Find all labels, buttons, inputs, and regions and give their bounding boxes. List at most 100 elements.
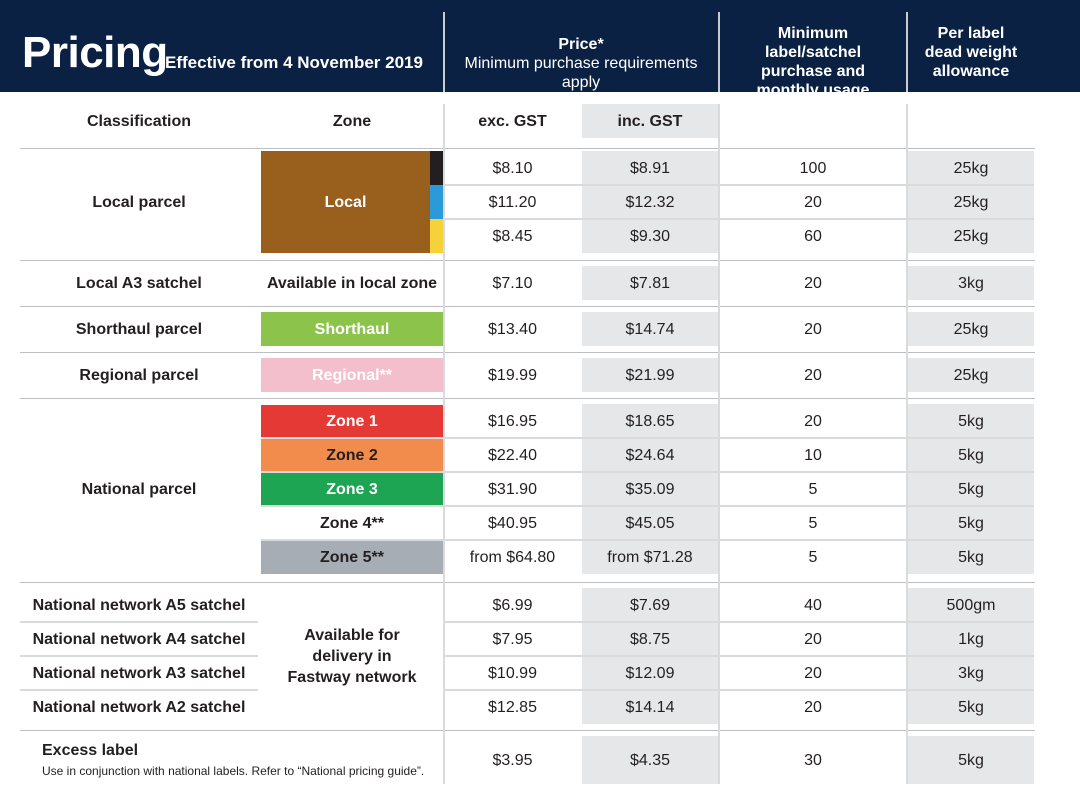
network-a4-classification: National network A4 satchel: [20, 622, 258, 656]
network-a2-min: 20: [720, 690, 906, 724]
col-inc-gst: inc. GST: [582, 104, 718, 138]
local-a3-exc: $7.10: [445, 266, 580, 300]
network-a3-min: 20: [720, 656, 906, 690]
zone-2: Zone 2: [261, 439, 443, 471]
network-a2-exc: $12.85: [445, 690, 580, 724]
local-a3-weight: 3kg: [908, 266, 1034, 300]
regional-weight: 25kg: [908, 358, 1034, 392]
row-divider: [261, 471, 1034, 473]
shorthaul-weight: 25kg: [908, 312, 1034, 346]
shorthaul-min: 20: [720, 312, 906, 346]
row-divider: [445, 218, 1034, 220]
network-a4-weight: 1kg: [908, 622, 1034, 656]
row-divider: [261, 539, 1034, 541]
header-band: [0, 0, 1080, 92]
local-a3-inc: $7.81: [582, 266, 718, 300]
excess-inc: $4.35: [582, 736, 718, 784]
zone2-inc: $24.64: [582, 438, 718, 472]
effective-date: Effective from 4 November 2019: [165, 53, 423, 72]
local-color-strip-black: [430, 151, 443, 185]
zone2-exc: $22.40: [445, 438, 580, 472]
zone3-min: 5: [720, 472, 906, 506]
local-row2-min: 20: [720, 185, 906, 219]
network-a5-weight: 500gm: [908, 588, 1034, 622]
min-usage-header: Minimum label/satchel purchase and month…: [756, 25, 870, 99]
local-a3-min: 20: [720, 266, 906, 300]
price-title: Price*: [558, 36, 604, 53]
excess-min: 30: [720, 736, 906, 784]
zone5-inc: from $71.28: [582, 540, 718, 574]
network-a5-inc: $7.69: [582, 588, 718, 622]
local-row2-weight: 25kg: [908, 185, 1034, 219]
network-a3-exc: $10.99: [445, 656, 580, 690]
local-row1-min: 100: [720, 151, 906, 185]
local-row1-inc: $8.91: [582, 151, 718, 185]
network-a2-weight: 5kg: [908, 690, 1034, 724]
section-separator: [20, 352, 1035, 353]
zone3-exc: $31.90: [445, 472, 580, 506]
local-row1-weight: 25kg: [908, 151, 1034, 185]
zone-5: Zone 5**: [261, 541, 443, 574]
local-row2-inc: $12.32: [582, 185, 718, 219]
local-row3-inc: $9.30: [582, 219, 718, 253]
excess-label-note: Use in conjunction with national labels.…: [42, 764, 425, 778]
column-divider: [443, 104, 445, 784]
local-row1-exc: $8.10: [445, 151, 580, 185]
network-a2-classification: National network A2 satchel: [20, 690, 258, 724]
zone5-weight: 5kg: [908, 540, 1034, 574]
zone-3: Zone 3: [261, 473, 443, 505]
excess-label-title: Excess label: [42, 742, 139, 759]
row-divider: [445, 689, 1034, 691]
zone-shorthaul: Shorthaul: [261, 312, 443, 346]
zone4-inc: $45.05: [582, 506, 718, 540]
local-color-strip-blue: [430, 185, 443, 219]
network-zone: Available for delivery in Fastway networ…: [261, 588, 443, 724]
column-divider: [718, 104, 720, 784]
row-divider: [20, 689, 258, 691]
col-zone: Zone: [261, 104, 443, 138]
network-a3-weight: 3kg: [908, 656, 1034, 690]
zone3-weight: 5kg: [908, 472, 1034, 506]
local-a3-classification: Local A3 satchel: [20, 266, 258, 300]
zone-1: Zone 1: [261, 405, 443, 437]
regional-classification: Regional parcel: [20, 358, 258, 392]
col-classification: Classification: [20, 104, 258, 138]
local-color-strip-yellow: [430, 219, 443, 253]
zone-4: Zone 4**: [261, 507, 443, 539]
network-a3-classification: National network A3 satchel: [20, 656, 258, 690]
shorthaul-classification: Shorthaul parcel: [20, 312, 258, 346]
row-divider: [445, 184, 1034, 186]
row-divider: [445, 621, 1034, 623]
zone1-weight: 5kg: [908, 404, 1034, 438]
regional-inc: $21.99: [582, 358, 718, 392]
col-exc-gst: exc. GST: [445, 104, 580, 138]
price-header: Price* Minimum purchase requirements app…: [445, 35, 717, 92]
national-parcel-classification: National parcel: [20, 404, 258, 574]
excess-weight: 5kg: [908, 736, 1034, 784]
section-separator: [20, 306, 1035, 307]
network-a4-inc: $8.75: [582, 622, 718, 656]
excess-exc: $3.95: [445, 736, 580, 784]
local-row2-exc: $11.20: [445, 185, 580, 219]
regional-min: 20: [720, 358, 906, 392]
network-a3-inc: $12.09: [582, 656, 718, 690]
local-a3-zone: Available in local zone: [261, 266, 443, 300]
local-row3-exc: $8.45: [445, 219, 580, 253]
local-row3-min: 60: [720, 219, 906, 253]
zone1-min: 20: [720, 404, 906, 438]
section-separator: [20, 148, 1035, 149]
page-title: Pricing: [22, 28, 168, 77]
header-divider: [718, 12, 720, 92]
header-divider: [906, 12, 908, 92]
network-a5-exc: $6.99: [445, 588, 580, 622]
network-a4-exc: $7.95: [445, 622, 580, 656]
network-a2-inc: $14.14: [582, 690, 718, 724]
header-divider: [443, 12, 445, 92]
price-subtitle: Minimum purchase requirements apply: [464, 55, 698, 91]
zone4-min: 5: [720, 506, 906, 540]
section-separator: [20, 398, 1035, 399]
shorthaul-inc: $14.74: [582, 312, 718, 346]
zone5-min: 5: [720, 540, 906, 574]
zone5-exc: from $64.80: [445, 540, 580, 574]
zone-regional: Regional**: [261, 358, 443, 392]
